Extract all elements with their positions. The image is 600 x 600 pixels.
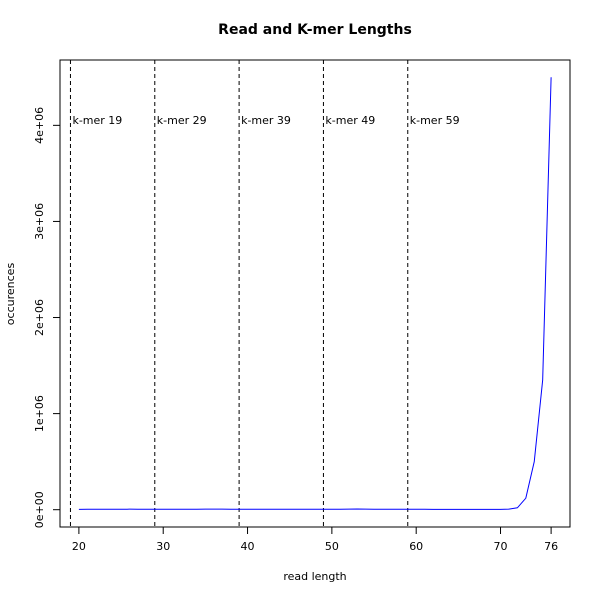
x-tick-label: 20 bbox=[72, 540, 86, 553]
y-tick-label: 3e+06 bbox=[33, 203, 46, 240]
data-line bbox=[78, 77, 552, 510]
y-axis-title: occurences bbox=[4, 263, 17, 326]
y-tick-label: 2e+06 bbox=[33, 299, 46, 336]
kmer-label: k-mer 29 bbox=[157, 114, 207, 127]
kmer-label: k-mer 39 bbox=[241, 114, 291, 127]
kmer-label: k-mer 59 bbox=[410, 114, 460, 127]
x-tick-label: 70 bbox=[494, 540, 508, 553]
y-tick-label: 0e+00 bbox=[33, 491, 46, 528]
x-axis-title: read length bbox=[283, 570, 346, 583]
plot-frame bbox=[59, 59, 571, 528]
kmer-label: k-mer 49 bbox=[325, 114, 375, 127]
x-tick-label: 76 bbox=[544, 540, 558, 553]
x-tick-label: 60 bbox=[409, 540, 423, 553]
x-tick-label: 30 bbox=[156, 540, 170, 553]
y-tick-label: 4e+06 bbox=[33, 107, 46, 144]
chart-title: Read and K-mer Lengths bbox=[218, 22, 412, 38]
y-tick-label: 1e+06 bbox=[33, 395, 46, 432]
x-tick-label: 40 bbox=[241, 540, 255, 553]
kmer-label: k-mer 19 bbox=[72, 114, 122, 127]
x-tick-label: 50 bbox=[325, 540, 339, 553]
